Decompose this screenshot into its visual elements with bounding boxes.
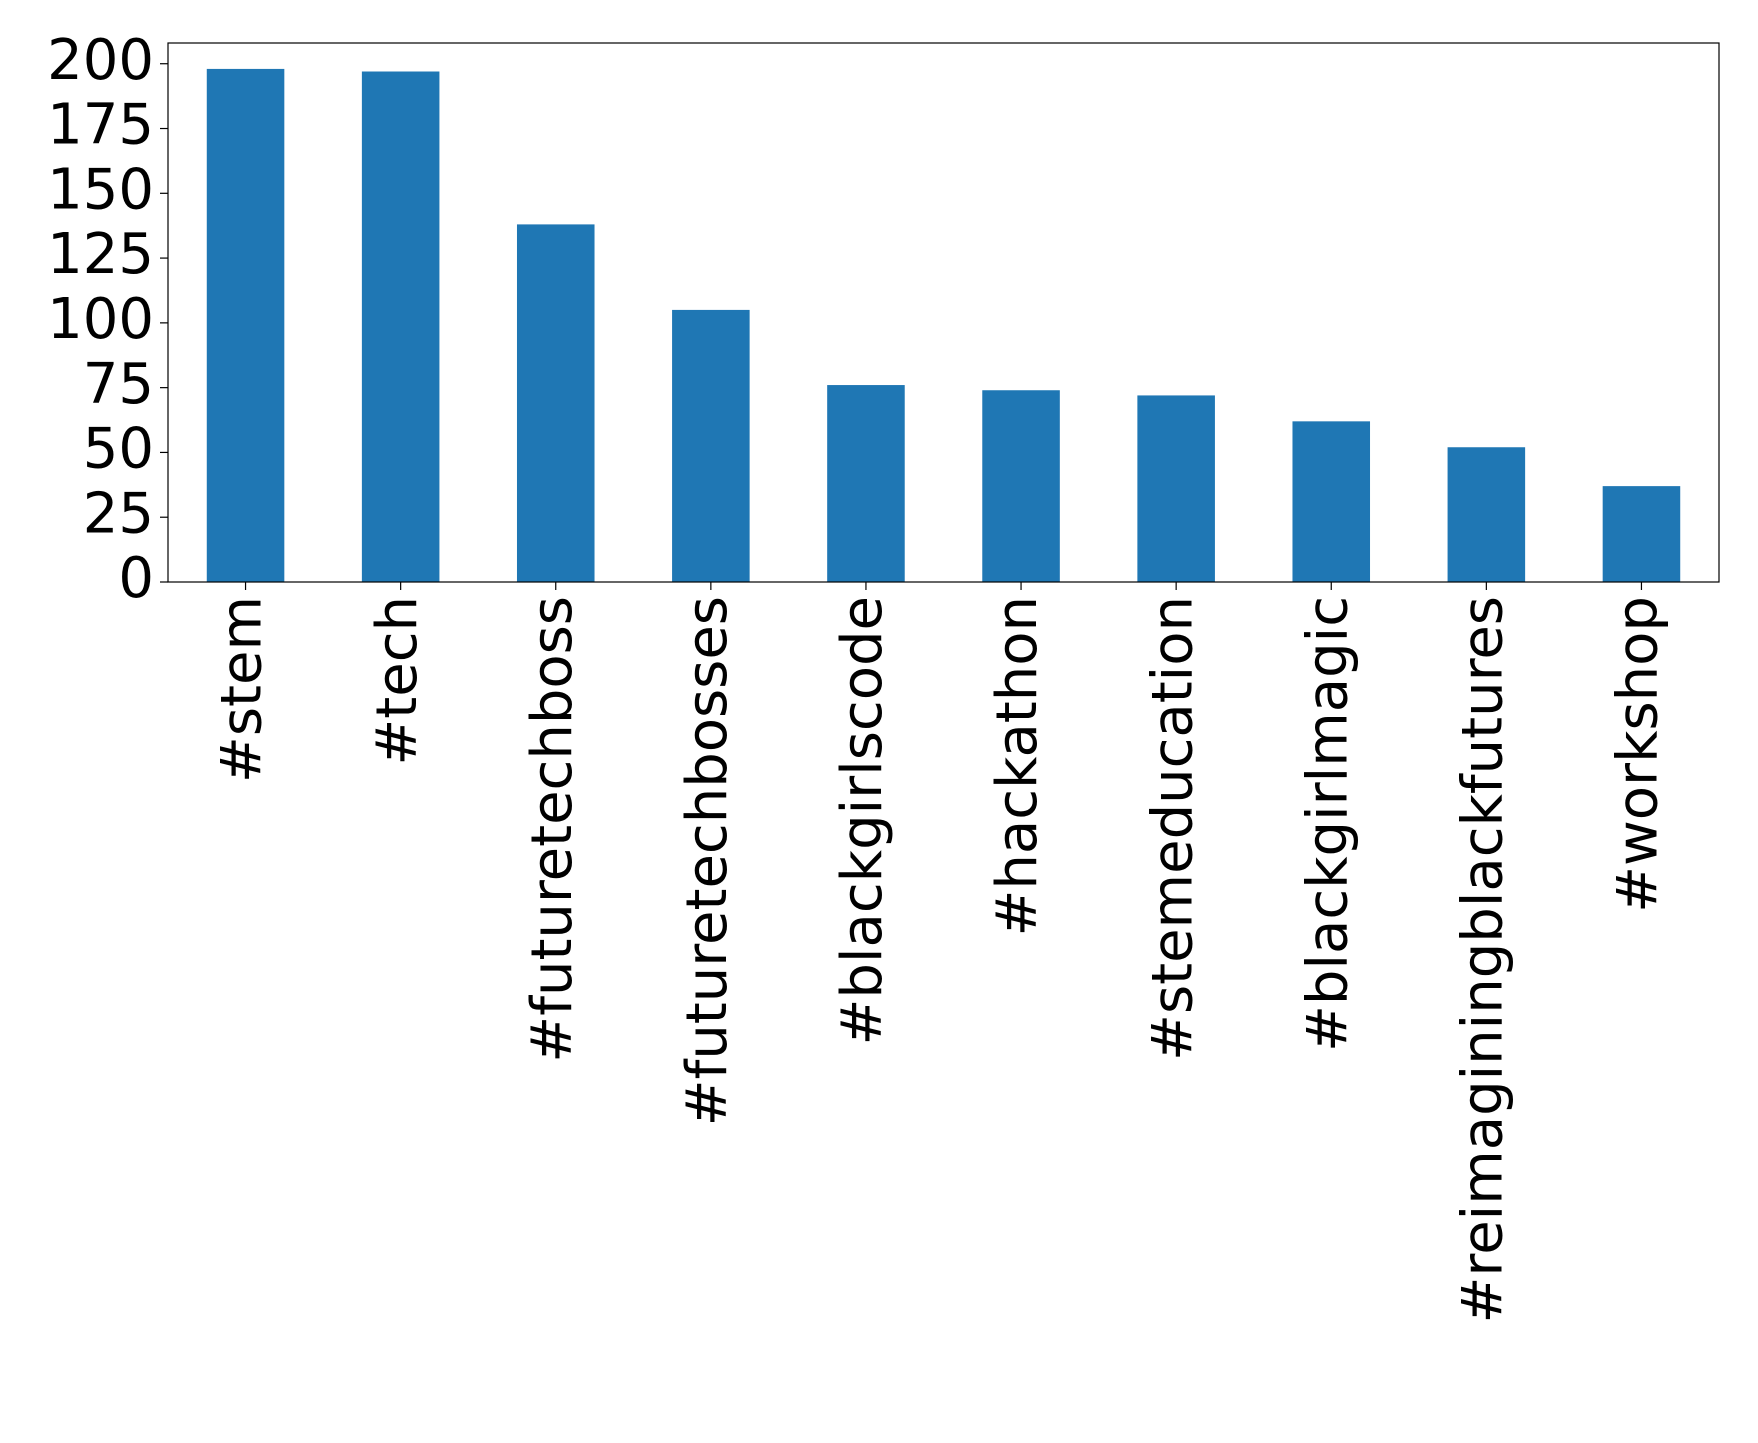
bar	[1447, 447, 1526, 582]
y-tick-label: 25	[83, 481, 154, 546]
x-tick-label: #stem	[210, 596, 275, 783]
x-tick-label: #hackathon	[985, 596, 1050, 936]
y-tick-label: 200	[47, 28, 154, 93]
y-tick-label: 175	[47, 93, 154, 158]
plot-frame	[167, 42, 1720, 583]
y-tick-label: 75	[83, 352, 154, 417]
bar	[1602, 486, 1681, 582]
y-tick-label: 125	[47, 222, 154, 287]
bar	[361, 71, 440, 582]
bar	[516, 224, 595, 582]
x-tick-label: #stemeducation	[1140, 596, 1205, 1061]
x-tick-label: #blackgirlscode	[830, 596, 895, 1045]
bar	[1292, 421, 1371, 582]
bar	[1137, 395, 1215, 582]
x-tick-label: #futuretechbosses	[675, 596, 740, 1126]
x-tick-label: #blackgirlmagic	[1295, 596, 1360, 1052]
bar	[206, 68, 285, 583]
y-tick-label: 100	[47, 287, 154, 352]
x-tick-label: #workshop	[1606, 596, 1671, 913]
x-tick-label: #reimaginingblackfutures	[1450, 596, 1515, 1324]
y-tick-label: 50	[83, 417, 154, 482]
y-tick-label: 0	[118, 546, 154, 611]
bar	[982, 390, 1060, 582]
x-tick-label: #futuretechboss	[520, 596, 585, 1063]
y-tick-label: 150	[47, 157, 154, 222]
bar	[672, 309, 750, 582]
bar	[827, 385, 905, 582]
x-tick-label: #tech	[365, 596, 430, 766]
